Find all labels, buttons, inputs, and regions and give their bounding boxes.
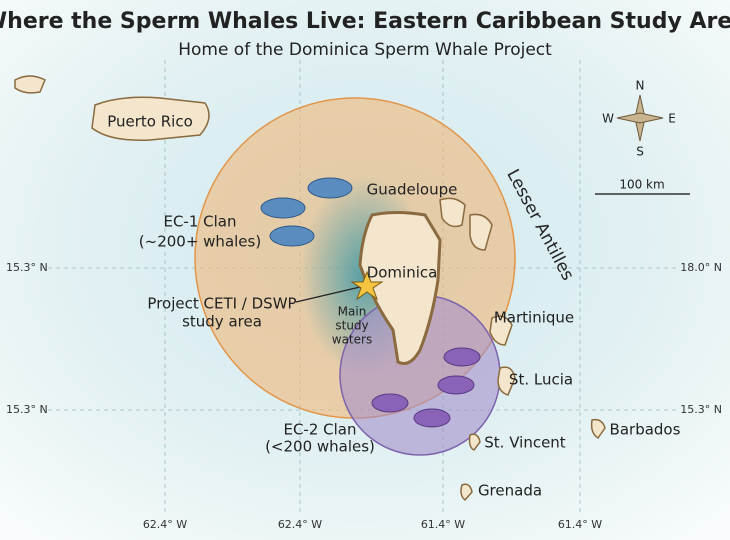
- lat-label: 18.0° N: [680, 261, 722, 274]
- leader-line: [295, 286, 361, 303]
- place-label: Grenada: [478, 482, 542, 500]
- study-star: [350, 270, 384, 301]
- title: Where the Sperm Whales Live: Eastern Car…: [0, 9, 730, 34]
- study-label: Project CETI / DSWP: [147, 295, 296, 313]
- place-label: Dominica: [367, 264, 438, 282]
- clan-size: (~200+ whales): [139, 233, 261, 251]
- place-label: Barbados: [610, 421, 681, 439]
- place-label: Puerto Rico: [107, 113, 193, 131]
- whales: [260, 177, 481, 428]
- waters-label: waters: [332, 333, 372, 347]
- lat-label: 15.3° N: [6, 403, 48, 416]
- compass-n: N: [636, 79, 645, 93]
- place-label: St. Vincent: [484, 434, 566, 452]
- place-label: St. Lucia: [509, 371, 573, 389]
- lon-label: 62.4° W: [143, 518, 187, 531]
- subtitle: Home of the Dominica Sperm Whale Project: [178, 40, 552, 60]
- place-label: Guadeloupe: [367, 181, 458, 199]
- clan-name: EC-1 Clan: [163, 213, 236, 231]
- compass-s: S: [636, 145, 644, 159]
- lon-label: 61.4° W: [421, 518, 465, 531]
- islands: [14, 75, 606, 502]
- lon-label: 62.4° W: [278, 518, 322, 531]
- clan-size: (<200 whales): [265, 438, 375, 456]
- waters-label: study: [335, 319, 368, 333]
- waters-label: Main: [338, 305, 367, 319]
- clan-name: EC-2 Clan: [283, 421, 356, 439]
- place-label: Martinique: [494, 309, 574, 327]
- scale-label: 100 km: [619, 178, 664, 192]
- study-label: study area: [182, 313, 262, 331]
- compass: [616, 94, 664, 142]
- lat-label: 15.3° N: [6, 261, 48, 274]
- lat-label: 15.3° N: [680, 403, 722, 416]
- lon-label: 61.4° W: [558, 518, 602, 531]
- compass-w: W: [602, 112, 614, 126]
- compass-e: E: [668, 112, 676, 126]
